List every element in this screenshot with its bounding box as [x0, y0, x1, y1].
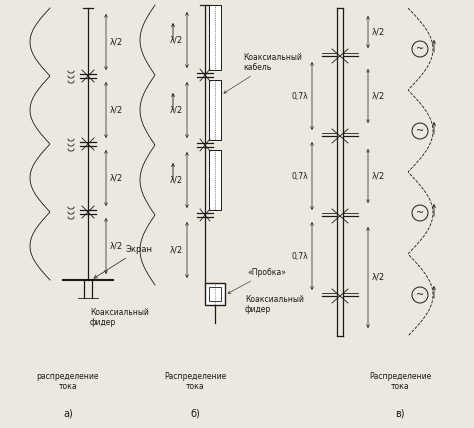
- Text: Коаксиальный
фидер: Коаксиальный фидер: [90, 308, 149, 327]
- Text: 0,7λ: 0,7λ: [292, 172, 308, 181]
- Text: λ/2: λ/2: [170, 175, 183, 184]
- Text: 0,7λ: 0,7λ: [292, 92, 308, 101]
- Text: ~: ~: [416, 44, 424, 54]
- Text: Коаксиальный
фидер: Коаксиальный фидер: [245, 295, 304, 315]
- Text: λ/2: λ/2: [110, 105, 123, 115]
- Text: ~: ~: [416, 126, 424, 136]
- FancyBboxPatch shape: [205, 283, 225, 305]
- Text: λ/2: λ/2: [170, 36, 183, 45]
- Text: «Пробка»: «Пробка»: [228, 268, 286, 293]
- Text: в): в): [395, 408, 405, 418]
- FancyBboxPatch shape: [209, 150, 221, 210]
- Text: λ/2: λ/2: [170, 105, 183, 115]
- Text: распределение
тока: распределение тока: [37, 372, 99, 391]
- Text: Распределение
тока: Распределение тока: [164, 372, 226, 391]
- Text: а): а): [63, 408, 73, 418]
- Text: λ/2: λ/2: [110, 241, 123, 250]
- Text: Распределение
тока: Распределение тока: [369, 372, 431, 391]
- Text: λ/2: λ/2: [372, 27, 385, 36]
- Text: λ/2: λ/2: [372, 172, 385, 181]
- Text: б): б): [190, 408, 200, 418]
- FancyBboxPatch shape: [209, 80, 221, 140]
- Text: Коаксиальный
кабель: Коаксиальный кабель: [224, 53, 302, 93]
- Text: ~: ~: [416, 208, 424, 218]
- Text: λ/2: λ/2: [170, 246, 183, 255]
- Text: 0,7λ: 0,7λ: [292, 252, 308, 261]
- FancyBboxPatch shape: [209, 287, 221, 301]
- Text: Экран: Экран: [94, 245, 153, 278]
- Text: λ/2: λ/2: [110, 38, 123, 47]
- Text: λ/2: λ/2: [110, 173, 123, 182]
- Text: λ/2: λ/2: [372, 273, 385, 282]
- FancyBboxPatch shape: [209, 5, 221, 70]
- Text: ~: ~: [416, 290, 424, 300]
- Text: λ/2: λ/2: [372, 92, 385, 101]
